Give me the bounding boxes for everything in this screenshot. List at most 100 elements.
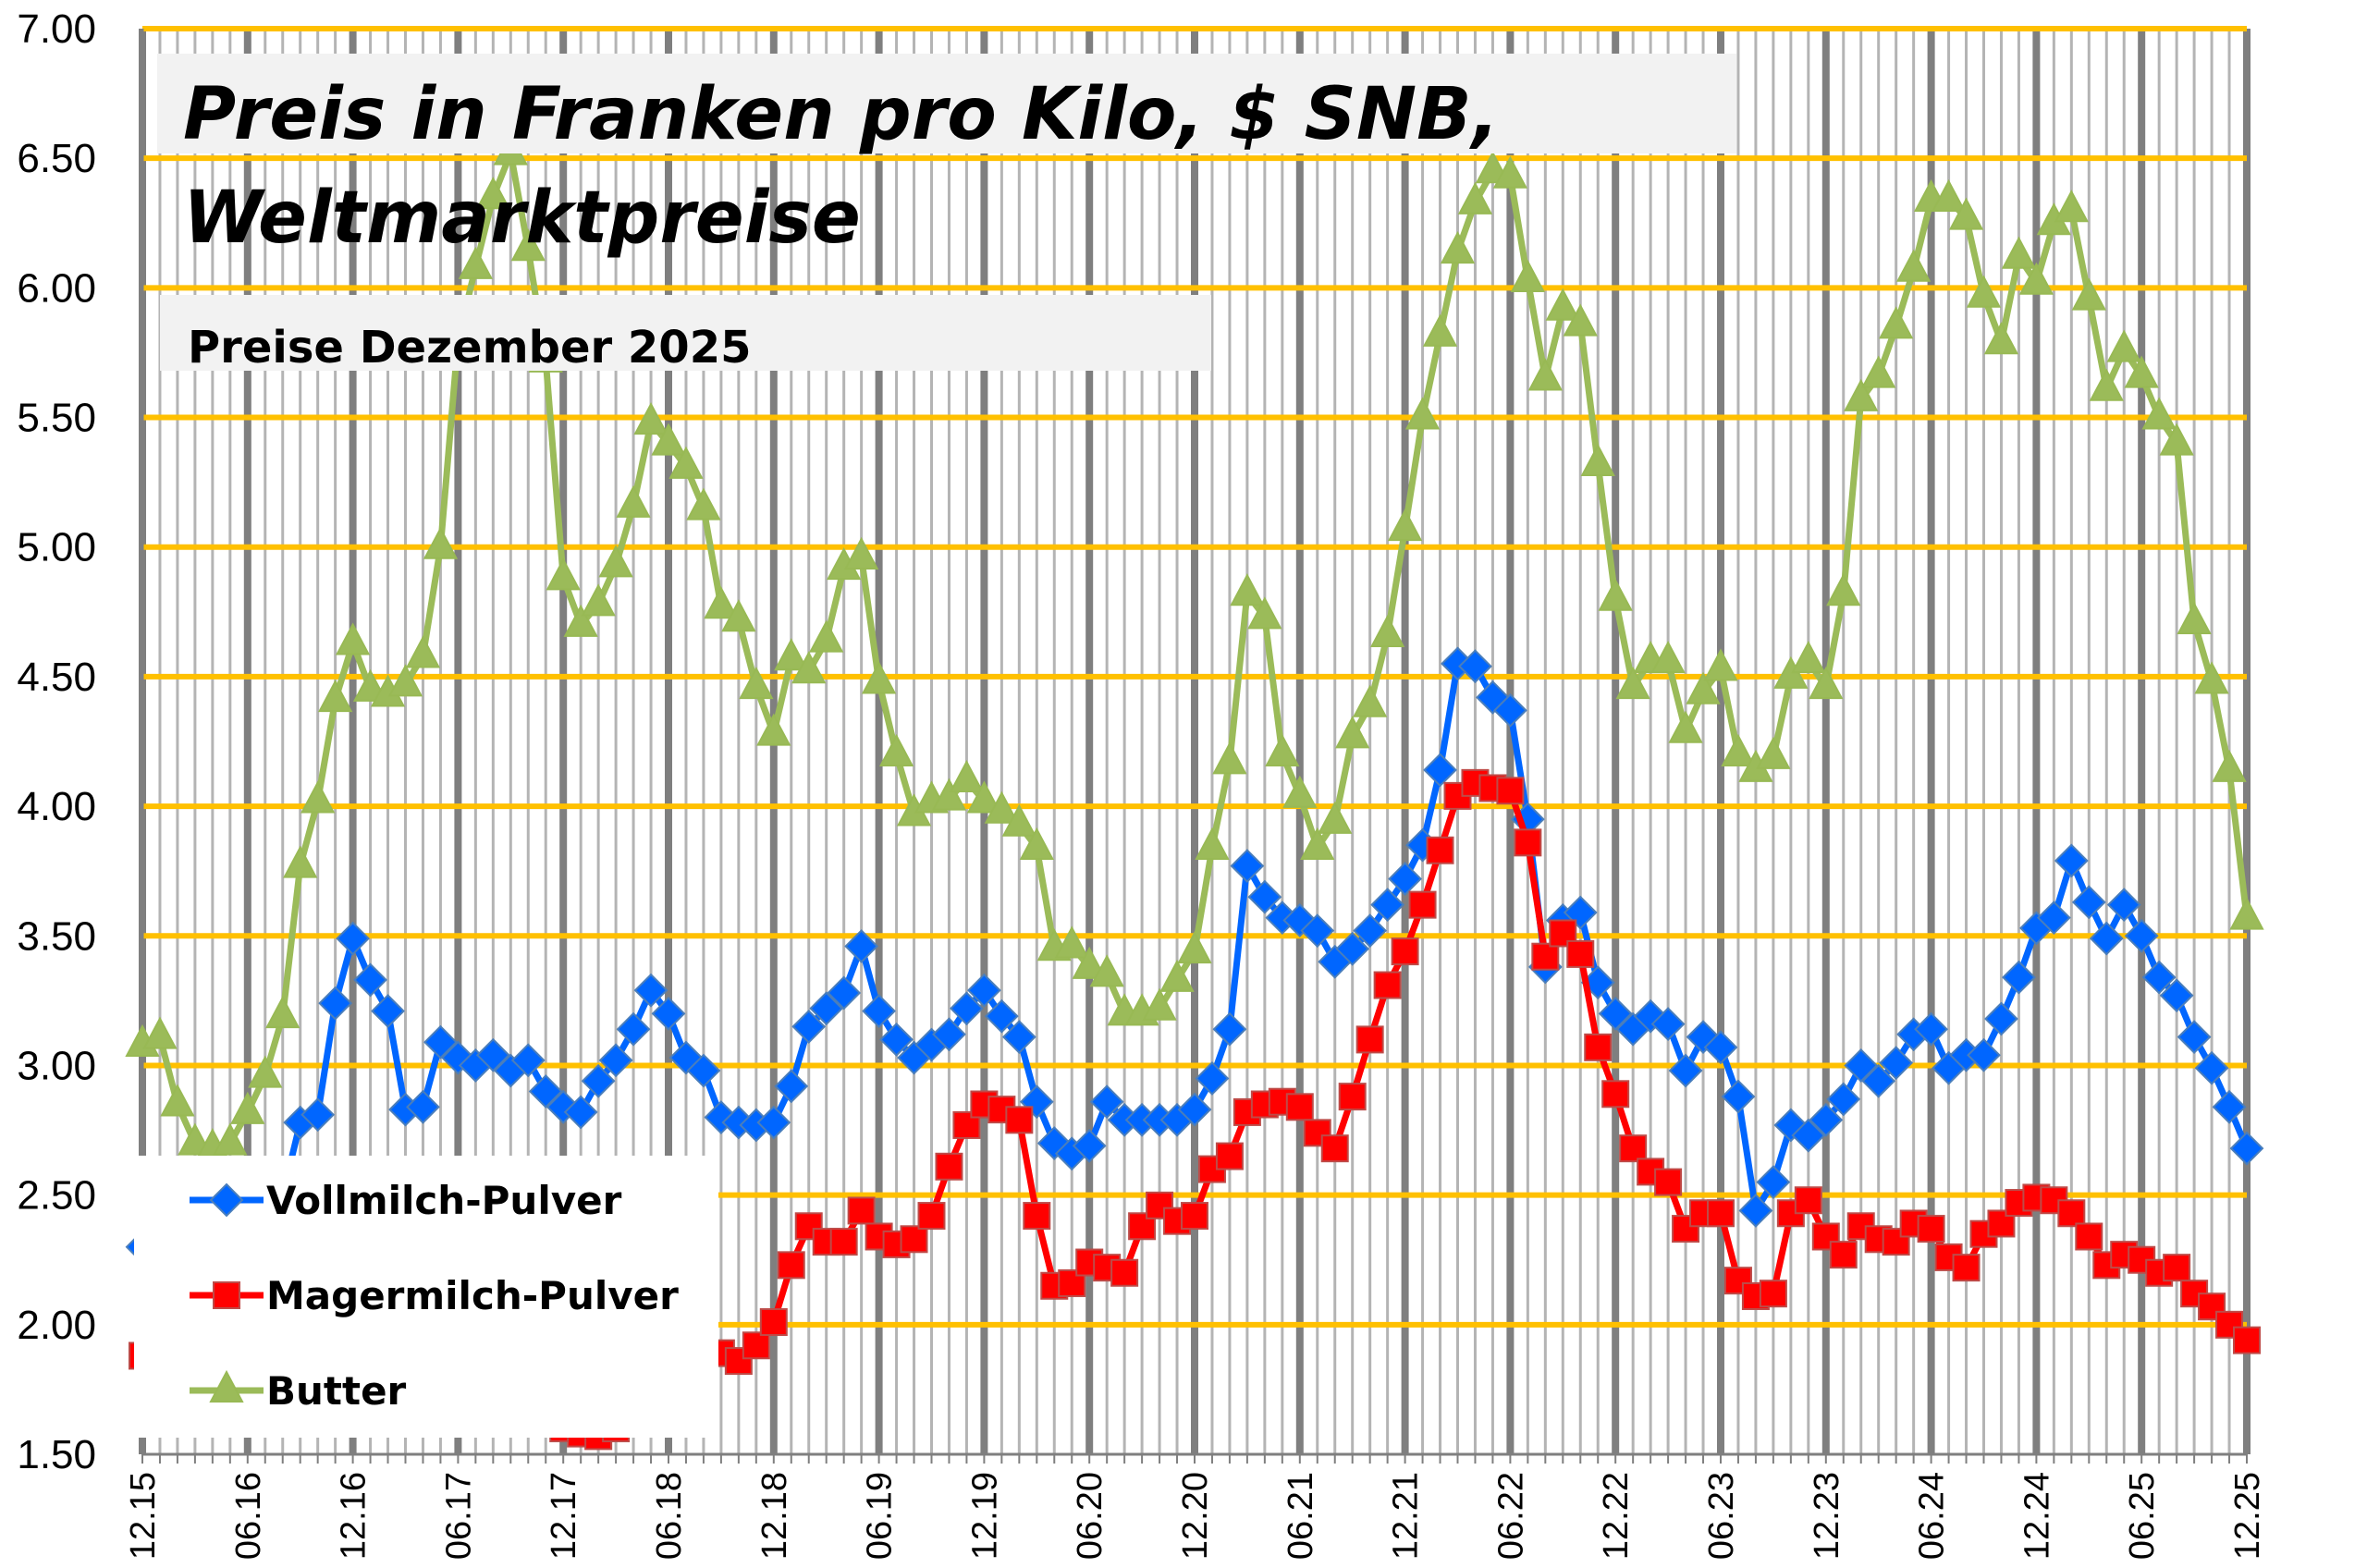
butter-point bbox=[335, 622, 371, 655]
vollmilch-pulver-point bbox=[353, 962, 387, 998]
butter-point bbox=[1212, 741, 1247, 775]
butter-point bbox=[248, 1055, 283, 1088]
magermilch-pulver-point bbox=[777, 1251, 805, 1280]
magermilch-pulver-point bbox=[1601, 1080, 1630, 1109]
magermilch-pulver-point bbox=[1496, 777, 1525, 805]
y-tick-label: 1.50 bbox=[17, 1432, 96, 1477]
butter-point bbox=[809, 619, 844, 653]
vollmilch-pulver-point bbox=[2089, 921, 2124, 956]
butter-point bbox=[721, 599, 756, 632]
vollmilch-pulver-point bbox=[2002, 960, 2036, 995]
magermilch-pulver-point bbox=[1215, 1142, 1244, 1170]
butter-point bbox=[387, 664, 423, 697]
vollmilch-pulver-point bbox=[2106, 888, 2141, 923]
magermilch-pulver-point bbox=[2163, 1254, 2191, 1282]
butter-point bbox=[1580, 443, 1615, 477]
x-tick-label: 12.15 bbox=[124, 1472, 163, 1560]
magermilch-pulver-point bbox=[1707, 1199, 1735, 1228]
vollmilch-pulver-point bbox=[844, 929, 879, 963]
vollmilch-pulver-point bbox=[2212, 1089, 2247, 1124]
butter-point bbox=[1369, 614, 1405, 648]
magermilch-pulver-point bbox=[1829, 1241, 1858, 1269]
x-tick-label: 06.21 bbox=[1282, 1472, 1320, 1560]
magermilch-pulver-point bbox=[1023, 1202, 1051, 1231]
x-tick-label: 06.22 bbox=[1491, 1472, 1530, 1560]
title-box: Preis in Franken pro Kilo, $ SNB, Weltma… bbox=[157, 54, 1736, 260]
butter-point bbox=[1721, 733, 1756, 767]
butter-point bbox=[317, 680, 353, 713]
y-tick-label: 2.00 bbox=[17, 1303, 96, 1348]
butter-point bbox=[405, 635, 441, 668]
vollmilch-pulver-point bbox=[879, 1023, 914, 1057]
butter-point bbox=[1931, 178, 1967, 213]
vollmilch-pulver-point bbox=[336, 921, 371, 956]
magermilch-pulver-point bbox=[742, 1331, 770, 1360]
butter-point bbox=[1159, 959, 1195, 992]
axes: 1.50 2.00 2.50 3.00 3.50 4.00 4.50 5.00 5.50 6.00… bbox=[17, 6, 2267, 1560]
butter-point bbox=[1966, 275, 2002, 308]
butter-point bbox=[2229, 897, 2264, 930]
vollmilch-pulver-point bbox=[1001, 1020, 1036, 1055]
magermilch-pulver-point bbox=[1181, 1202, 1208, 1231]
magermilch-pulver-point bbox=[1338, 1083, 1367, 1111]
vollmilch-pulver-point bbox=[423, 1024, 458, 1060]
x-tick-label: 12.25 bbox=[2228, 1472, 2267, 1560]
magermilch-pulver-point bbox=[1952, 1254, 1981, 1282]
butter-point bbox=[2089, 368, 2124, 401]
vollmilch-pulver-point bbox=[2194, 1050, 2229, 1085]
butter-point bbox=[1809, 666, 1844, 700]
butter-point bbox=[283, 845, 318, 878]
vollmilch-pulver-point bbox=[406, 1089, 440, 1124]
butter-point bbox=[1948, 197, 1984, 230]
butter-point bbox=[475, 177, 510, 210]
butter-point bbox=[704, 586, 739, 619]
magermilch-pulver-point bbox=[759, 1308, 788, 1337]
chart-title-line-1: Preis in Franken pro Kilo, $ SNB, bbox=[183, 73, 1499, 156]
x-tick-label: 12.16 bbox=[335, 1472, 374, 1560]
vollmilch-pulver-point bbox=[950, 991, 984, 1026]
butter-point bbox=[756, 713, 791, 746]
legend-marker-triangle bbox=[209, 1369, 244, 1403]
vollmilch-pulver-point bbox=[1353, 913, 1388, 949]
x-tick-label: 06.16 bbox=[229, 1472, 268, 1560]
butter-point bbox=[686, 487, 721, 521]
magermilch-pulver-point bbox=[1110, 1258, 1139, 1287]
x-tick-label: 06.19 bbox=[861, 1472, 900, 1560]
butter-point bbox=[1861, 355, 1896, 388]
butter-point bbox=[1983, 322, 2019, 355]
butter-point bbox=[2018, 262, 2054, 295]
vollmilch-pulver-point bbox=[1230, 849, 1265, 883]
butter-point bbox=[1826, 573, 1861, 606]
magermilch-pulver-point bbox=[1391, 937, 1419, 966]
butter-point bbox=[1404, 397, 1441, 430]
butter-point bbox=[581, 583, 616, 617]
vollmilch-pulver-point bbox=[633, 973, 668, 1008]
vollmilch-pulver-point bbox=[510, 1043, 546, 1078]
magermilch-pulver-point bbox=[1619, 1134, 1648, 1163]
butter-point bbox=[1598, 578, 1633, 611]
legend: Vollmilch-Pulver Magermilch-Pulver Butter bbox=[134, 1156, 718, 1438]
vollmilch-pulver-point bbox=[1650, 1007, 1686, 1042]
butter-point bbox=[984, 790, 1020, 824]
butter-point bbox=[1545, 288, 1580, 321]
vollmilch-pulver-point bbox=[791, 1009, 827, 1044]
vollmilch-pulver-point bbox=[1756, 1165, 1791, 1200]
butter-point bbox=[843, 536, 879, 570]
butter-point bbox=[651, 423, 686, 456]
vollmilch-pulver-point bbox=[1984, 1001, 2018, 1036]
butter-point bbox=[2212, 749, 2247, 782]
butter-point bbox=[1019, 827, 1054, 860]
butter-point bbox=[1265, 733, 1300, 767]
legend-item-vollmilch-pulver: Vollmilch-Pulver bbox=[190, 1178, 622, 1223]
vollmilch-pulver-point bbox=[827, 975, 862, 1011]
subtitle-box: Preise Dezember 2025 bbox=[160, 295, 1211, 374]
vollmilch-pulver-point bbox=[1738, 1194, 1773, 1228]
magermilch-pulver-point bbox=[935, 1152, 963, 1181]
x-tick-label: 06.17 bbox=[439, 1472, 478, 1560]
butter-point bbox=[1177, 930, 1212, 964]
butter-point bbox=[1089, 954, 1124, 987]
x-tick-label: 12.23 bbox=[1808, 1472, 1846, 1560]
vollmilch-pulver-point bbox=[475, 1037, 510, 1072]
x-tick-label: 06.18 bbox=[650, 1472, 689, 1560]
